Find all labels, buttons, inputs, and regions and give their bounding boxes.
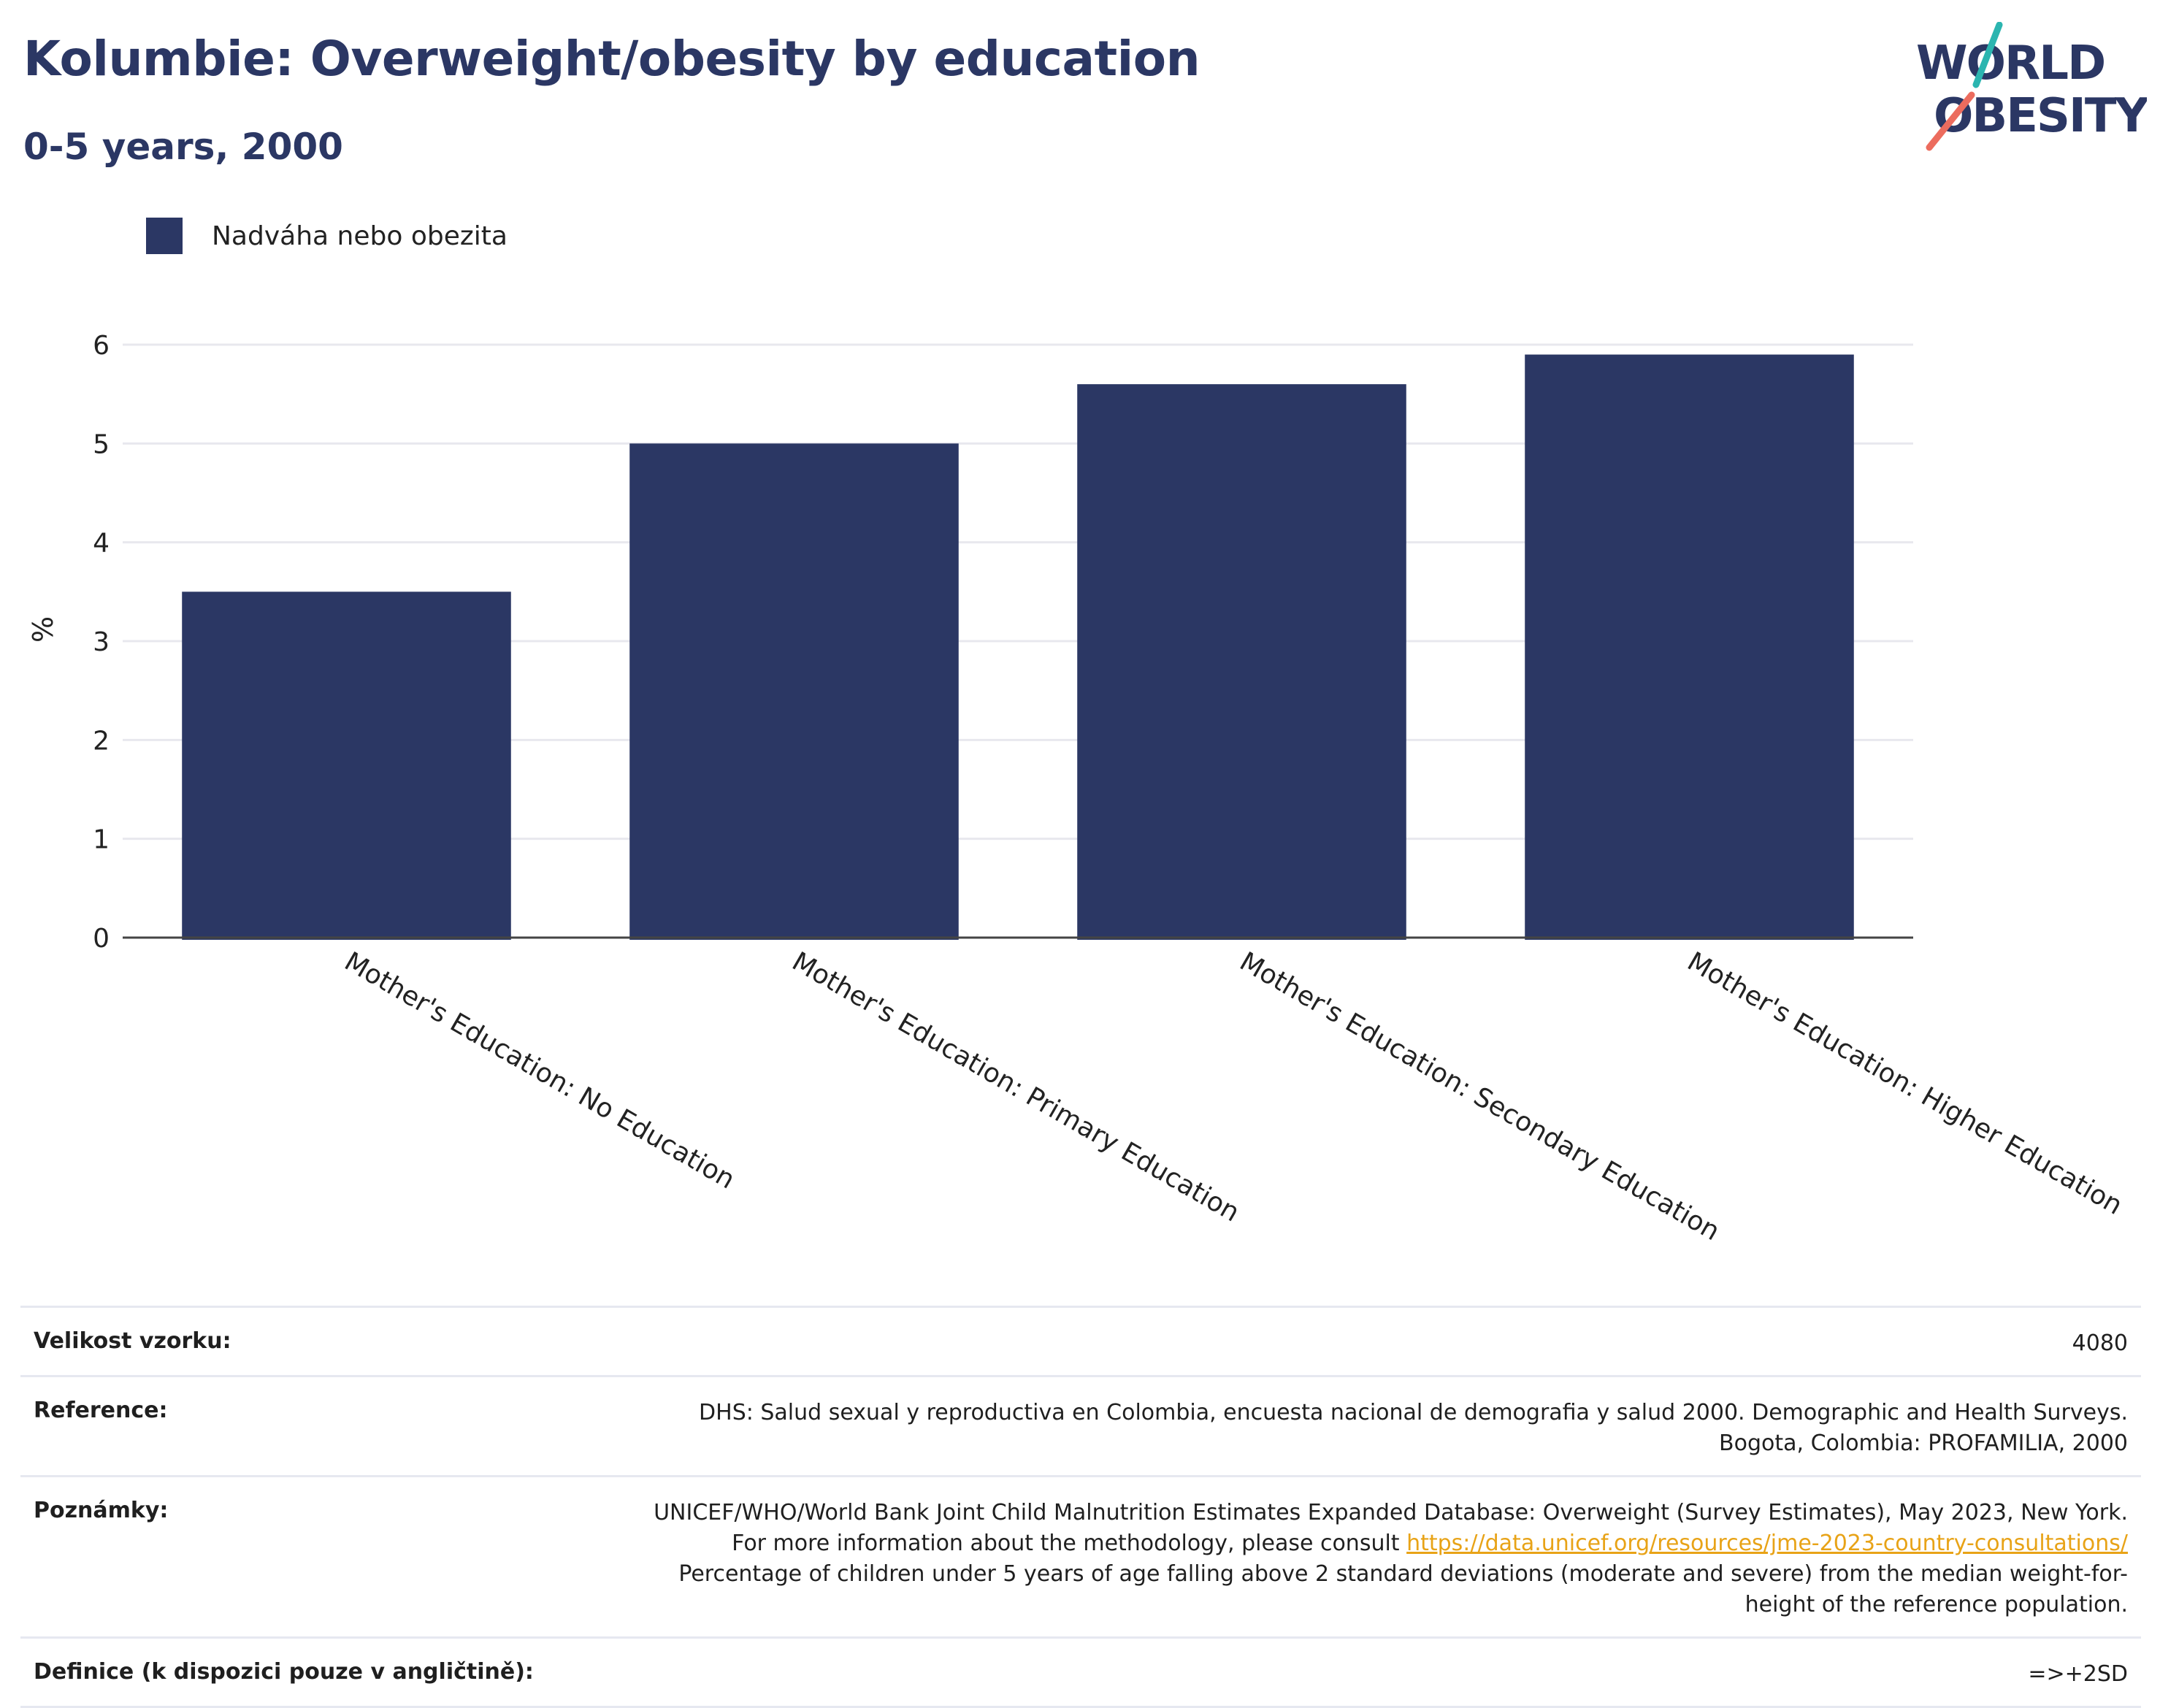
notes-methodology-link[interactable]: https://data.unicef.org/resources/jme-20…	[1406, 1531, 2128, 1556]
definition-value: =>+2SD	[2028, 1661, 2128, 1687]
x-tick-label: Mother's Education: Secondary Education	[1235, 946, 1725, 1246]
notes-value: UNICEF/WHO/World Bank Joint Child Malnut…	[624, 1498, 2128, 1620]
sample-size-value: 4080	[2072, 1330, 2128, 1356]
chart-title: Kolumbie: Overweight/obesity by educatio…	[23, 31, 1200, 87]
notes-text-before: UNICEF/WHO/World Bank Joint Child Malnut…	[654, 1500, 2128, 1556]
y-tick-label: 6	[93, 331, 110, 361]
sample-size-label: Velikost vzorku:	[34, 1328, 231, 1354]
info-row-definition: Definice (k dispozici pouze v angličtině…	[20, 1636, 2141, 1708]
legend-label: Nadváha nebo obezita	[212, 221, 508, 251]
y-tick-label: 4	[93, 529, 110, 559]
y-tick-label: 3	[93, 627, 110, 657]
definition-label: Definice (k dispozici pouze v angličtině…	[34, 1659, 534, 1685]
chart-legend: Nadváha nebo obezita	[146, 218, 508, 254]
bar	[182, 591, 511, 940]
y-tick-label: 0	[93, 924, 110, 954]
notes-text-after: Percentage of children under 5 years of …	[678, 1561, 2128, 1617]
logo-slash-teal	[1972, 22, 2003, 88]
logo-slash-coral	[1926, 91, 1975, 151]
logo-text-world: WORLD	[1916, 37, 2105, 91]
info-table: Velikost vzorku: 4080 Reference: DHS: Sa…	[20, 1306, 2141, 1708]
world-obesity-logo: WORLD OBESITY	[1916, 22, 2147, 151]
reference-label: Reference:	[34, 1398, 168, 1423]
notes-label: Poznámky:	[34, 1498, 169, 1523]
bar-layer	[182, 354, 1854, 940]
reference-value: DHS: Salud sexual y reproductiva en Colo…	[699, 1400, 2128, 1456]
y-tick-label: 2	[93, 726, 110, 756]
x-tick-label: Mother's Education: No Education	[340, 946, 740, 1195]
info-row-reference: Reference: DHS: Salud sexual y reproduct…	[20, 1375, 2141, 1475]
legend-swatch	[146, 218, 183, 254]
chart-subtitle: 0-5 years, 2000	[23, 126, 343, 168]
info-row-notes: Poznámky: UNICEF/WHO/World Bank Joint Ch…	[20, 1475, 2141, 1636]
bar	[1077, 384, 1406, 940]
y-tick-label: 5	[93, 429, 110, 459]
bar	[629, 443, 959, 940]
bar	[1525, 354, 1854, 940]
info-row-sample-size: Velikost vzorku: 4080	[20, 1306, 2141, 1375]
x-tick-label: Mother's Education: Higher Education	[1682, 946, 2128, 1221]
x-tick-label: Mother's Education: Primary Education	[787, 946, 1244, 1228]
y-tick-label: 1	[93, 825, 110, 855]
y-axis-label: %	[27, 616, 59, 643]
